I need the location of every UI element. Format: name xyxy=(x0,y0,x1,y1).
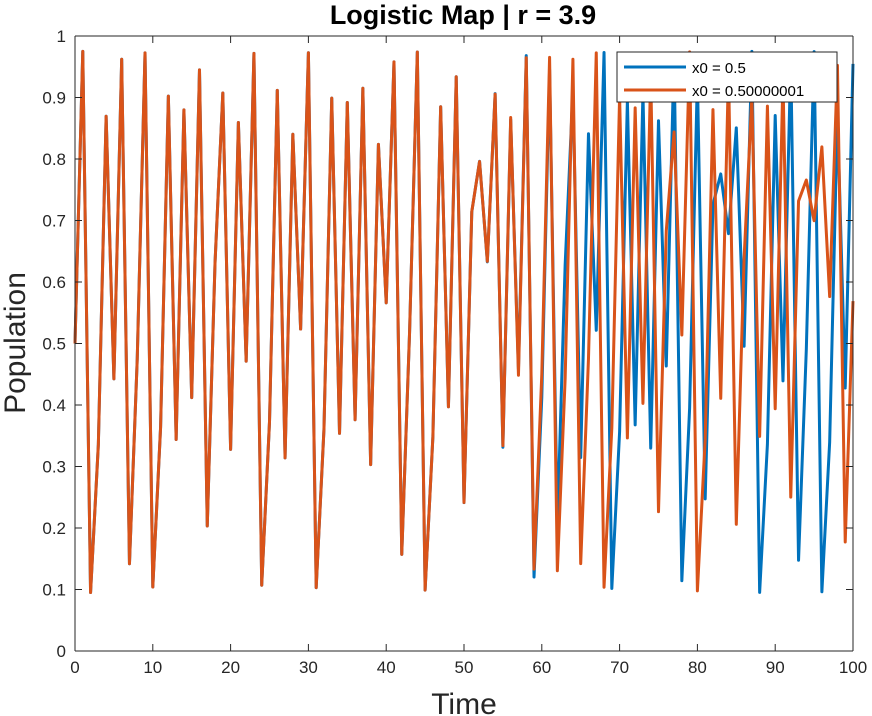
legend-label-series-1: x0 = 0.5 xyxy=(692,60,746,77)
series-line-2 xyxy=(73,49,855,595)
x-tick-label: 70 xyxy=(610,658,629,677)
y-tick-label: 0.3 xyxy=(42,458,66,477)
legend-box xyxy=(616,51,838,103)
x-tick-label: 0 xyxy=(70,658,79,677)
y-tick-label: 0.5 xyxy=(42,335,66,354)
y-axis-label: Population xyxy=(0,272,32,414)
y-tick-label: 1 xyxy=(57,27,66,46)
x-tick-label: 80 xyxy=(688,658,707,677)
x-tick-label: 30 xyxy=(299,658,318,677)
y-tick-label: 0.8 xyxy=(42,150,66,169)
legend: x0 = 0.5 x0 = 0.50000001 xyxy=(616,51,838,103)
y-tick-label: 0 xyxy=(57,642,66,661)
x-ticks: 0 10 20 30 40 50 60 70 80 90 100 xyxy=(70,36,867,677)
y-ticks: 0 0.1 0.2 0.3 0.4 0.5 0.6 0.7 0.8 0.9 1 xyxy=(42,27,853,661)
y-tick-label: 0.4 xyxy=(42,396,66,415)
y-tick-label: 0.7 xyxy=(42,212,66,231)
x-tick-label: 100 xyxy=(839,658,867,677)
x-tick-label: 40 xyxy=(377,658,396,677)
x-tick-label: 90 xyxy=(766,658,785,677)
x-tick-label: 20 xyxy=(221,658,240,677)
y-tick-label: 0.2 xyxy=(42,519,66,538)
series-layer xyxy=(73,49,855,595)
x-tick-label: 10 xyxy=(143,658,162,677)
y-tick-label: 0.9 xyxy=(42,89,66,108)
y-tick-label: 0.6 xyxy=(42,273,66,292)
x-axis-label: Time xyxy=(431,688,497,716)
x-tick-label: 60 xyxy=(532,658,551,677)
chart-title: Logistic Map | r = 3.9 xyxy=(330,0,596,30)
y-tick-label: 0.1 xyxy=(42,581,66,600)
x-tick-label: 50 xyxy=(455,658,474,677)
legend-label-series-2: x0 = 0.50000001 xyxy=(692,83,804,100)
